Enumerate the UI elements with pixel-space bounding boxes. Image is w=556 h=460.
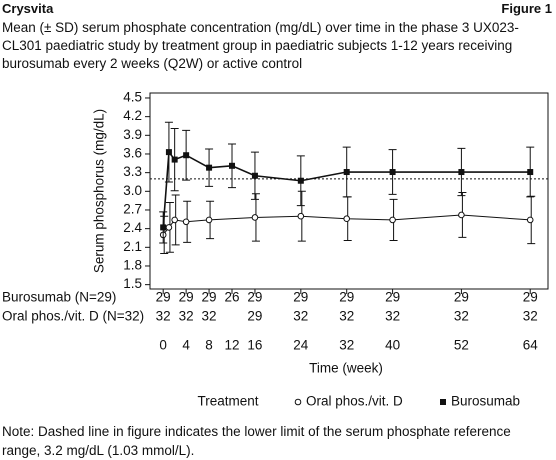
y-tick-label: 1.8 (123, 258, 142, 273)
n-value: 29 (454, 290, 469, 305)
marker (182, 218, 190, 226)
x-tick-label: 24 (293, 338, 309, 353)
marker (343, 169, 350, 176)
note: Note: Dashed line in figure indicates th… (2, 424, 511, 458)
marker (458, 211, 465, 219)
marker (251, 214, 259, 221)
y-tick-label: 1.5 (123, 276, 142, 291)
y-tick-label: 4.5 (123, 90, 142, 105)
n-value: 32 (339, 309, 354, 324)
n-value: 26 (224, 290, 239, 305)
marker (160, 224, 167, 231)
n-value: 29 (385, 290, 400, 305)
marker (205, 216, 213, 224)
marker (297, 177, 304, 184)
marker (171, 216, 178, 224)
x-tick-label: 8 (205, 338, 213, 353)
marker (526, 216, 534, 224)
plot-frame (149, 92, 549, 290)
chart-title: Mean (± SD) serum phosphate concentratio… (2, 20, 519, 71)
legend-marker (440, 399, 446, 405)
y-tick-label: 2.7 (123, 202, 142, 217)
x-tick-label: 12 (224, 338, 239, 353)
n-value: 32 (156, 309, 171, 324)
legend-label: Oral phos./vit. D (306, 394, 403, 409)
legend-title: Treatment (197, 394, 258, 409)
n-value: 32 (523, 309, 538, 324)
marker (527, 169, 534, 176)
x-tick-label: 52 (454, 338, 469, 353)
x-tick-label: 4 (182, 338, 190, 353)
marker (229, 162, 236, 169)
n-value: 29 (247, 309, 262, 324)
chart: Serum phosphorus (mg/dL) Time (week) Tre… (2, 90, 549, 409)
figure-label: Figure 1 (501, 1, 552, 16)
marker (171, 156, 178, 163)
n-value: 32 (454, 309, 469, 324)
marker (251, 172, 258, 179)
n-row-label: Oral phos./vit. D (N=32) (2, 309, 144, 324)
y-tick-label: 4.2 (123, 108, 142, 123)
n-value: 32 (202, 309, 217, 324)
x-axis-label: Time (week) (309, 361, 383, 376)
marker (458, 169, 465, 176)
marker (165, 224, 173, 231)
x-tick-label: 40 (385, 338, 400, 353)
y-tick-label: 2.4 (123, 220, 142, 235)
x-tick-label: 64 (523, 338, 539, 353)
n-value: 29 (523, 290, 538, 305)
y-tick-label: 3.3 (123, 164, 142, 179)
n-value: 32 (385, 309, 400, 324)
x-tick-label: 32 (339, 338, 354, 353)
marker (183, 152, 190, 159)
n-value: 29 (339, 290, 354, 305)
n-value: 32 (293, 309, 308, 324)
y-tick-label: 3.6 (123, 146, 142, 161)
x-tick-label: 0 (159, 338, 167, 353)
y-axis-label: Serum phosphorus (mg/dL) (92, 109, 107, 273)
marker (165, 149, 172, 156)
n-row-label: Burosumab (N=29) (2, 290, 116, 305)
marker (343, 215, 351, 222)
y-tick-label: 3.9 (123, 127, 142, 142)
legend-marker (294, 398, 302, 406)
source: Crysvita (2, 1, 54, 16)
marker (297, 212, 305, 220)
marker (206, 164, 213, 171)
legend-label: Burosumab (451, 394, 520, 409)
n-value: 29 (247, 290, 262, 305)
n-value: 29 (293, 290, 308, 305)
x-tick-label: 16 (247, 338, 262, 353)
n-value: 29 (179, 290, 194, 305)
marker (389, 216, 396, 224)
y-tick-label: 2.1 (123, 239, 142, 254)
n-value: 29 (202, 290, 217, 305)
n-value: 32 (179, 309, 194, 324)
y-tick-label: 3.0 (123, 183, 142, 198)
marker (389, 169, 396, 176)
n-value: 29 (156, 290, 171, 305)
